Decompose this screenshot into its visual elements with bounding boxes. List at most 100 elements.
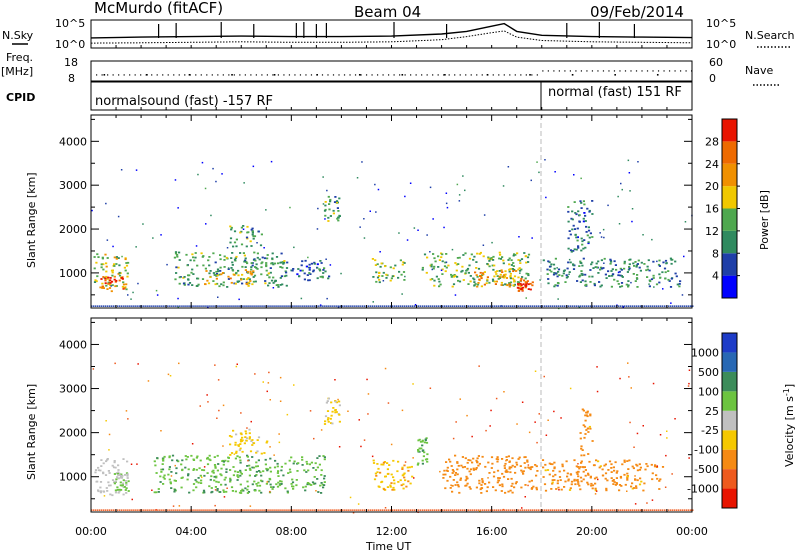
data-cell bbox=[486, 278, 489, 281]
data-cell bbox=[631, 208, 634, 210]
data-cell bbox=[492, 280, 495, 282]
data-cell bbox=[569, 305, 572, 307]
data-cell bbox=[271, 488, 274, 490]
data-cell bbox=[266, 440, 269, 443]
data-cell bbox=[496, 469, 500, 472]
data-cell bbox=[250, 245, 253, 247]
data-cell bbox=[192, 469, 195, 471]
data-cell bbox=[566, 472, 569, 475]
data-cell bbox=[390, 443, 393, 446]
data-cell bbox=[381, 509, 383, 511]
data-cell bbox=[208, 458, 211, 461]
data-cell bbox=[511, 457, 514, 460]
data-cell bbox=[206, 463, 210, 466]
data-cell bbox=[155, 289, 158, 292]
data-cell bbox=[245, 305, 247, 307]
data-cell bbox=[223, 255, 226, 258]
data-cell bbox=[634, 475, 636, 477]
data-cell bbox=[204, 187, 207, 190]
data-cell bbox=[186, 456, 189, 458]
data-cell bbox=[319, 509, 321, 511]
data-cell bbox=[570, 480, 574, 483]
data-cell bbox=[509, 281, 513, 284]
data-cell bbox=[504, 470, 507, 473]
data-cell bbox=[397, 460, 400, 463]
data-cell bbox=[597, 260, 600, 263]
data-cell bbox=[221, 272, 225, 274]
data-cell bbox=[93, 305, 95, 307]
data-cell bbox=[485, 429, 487, 432]
data-cell bbox=[561, 463, 564, 466]
data-cell bbox=[113, 263, 116, 266]
data-cell bbox=[253, 274, 257, 277]
data-cell bbox=[223, 496, 226, 498]
data-cell bbox=[610, 477, 613, 479]
data-cell bbox=[250, 268, 253, 271]
data-cell bbox=[114, 285, 117, 288]
data-cell bbox=[561, 305, 564, 307]
data-cell bbox=[586, 415, 589, 418]
data-cell bbox=[539, 305, 542, 307]
data-cell bbox=[610, 270, 613, 272]
data-cell bbox=[325, 305, 327, 307]
data-cell bbox=[609, 259, 612, 262]
data-cell bbox=[239, 459, 242, 462]
data-cell bbox=[589, 305, 592, 307]
data-cell bbox=[633, 265, 636, 267]
data-cell bbox=[252, 280, 255, 283]
data-cell bbox=[151, 509, 153, 511]
data-cell bbox=[513, 305, 516, 307]
data-cell bbox=[336, 207, 339, 209]
data-cell bbox=[496, 460, 499, 463]
data-cell bbox=[582, 200, 585, 203]
data-cell bbox=[651, 509, 654, 511]
data-cell bbox=[392, 486, 395, 489]
data-cell bbox=[324, 201, 327, 203]
data-cell bbox=[639, 305, 642, 307]
data-cell bbox=[179, 305, 181, 307]
data-cell bbox=[623, 459, 626, 462]
data-cell bbox=[425, 509, 428, 511]
data-cell bbox=[440, 256, 443, 259]
data-cell bbox=[493, 264, 496, 267]
data-cell bbox=[587, 453, 590, 455]
data-cell bbox=[255, 263, 258, 266]
data-cell bbox=[312, 270, 315, 273]
data-cell bbox=[173, 479, 176, 482]
data-cell bbox=[459, 398, 461, 400]
data-cell bbox=[421, 450, 424, 452]
data-cell bbox=[653, 286, 655, 288]
data-cell bbox=[206, 279, 209, 282]
data-cell bbox=[202, 469, 206, 472]
data-cell bbox=[657, 263, 661, 266]
data-cell bbox=[117, 215, 120, 218]
data-cell bbox=[418, 438, 421, 441]
data-cell bbox=[430, 263, 433, 266]
data-cell bbox=[591, 509, 594, 511]
data-cell bbox=[266, 469, 269, 472]
data-cell bbox=[178, 362, 180, 365]
data-cell bbox=[517, 283, 520, 285]
data-cell bbox=[101, 257, 104, 260]
data-cell bbox=[441, 260, 444, 263]
data-cell bbox=[312, 483, 316, 485]
data-cell bbox=[605, 487, 608, 490]
data-cell bbox=[483, 214, 486, 216]
data-cell bbox=[582, 247, 585, 250]
data-cell bbox=[627, 159, 630, 162]
data-cell bbox=[444, 473, 447, 476]
data-cell bbox=[492, 486, 495, 488]
data-cell bbox=[503, 274, 506, 276]
data-cell bbox=[520, 287, 523, 290]
data-cell bbox=[306, 463, 309, 465]
data-cell bbox=[117, 273, 120, 275]
data-cell bbox=[619, 285, 622, 288]
data-cell bbox=[214, 274, 217, 276]
data-cell bbox=[443, 265, 447, 268]
data-cell bbox=[106, 239, 109, 241]
data-cell bbox=[544, 489, 548, 492]
data-cell bbox=[587, 483, 590, 486]
data-cell bbox=[231, 269, 235, 272]
data-cell bbox=[301, 458, 304, 461]
data-cell bbox=[581, 264, 584, 267]
